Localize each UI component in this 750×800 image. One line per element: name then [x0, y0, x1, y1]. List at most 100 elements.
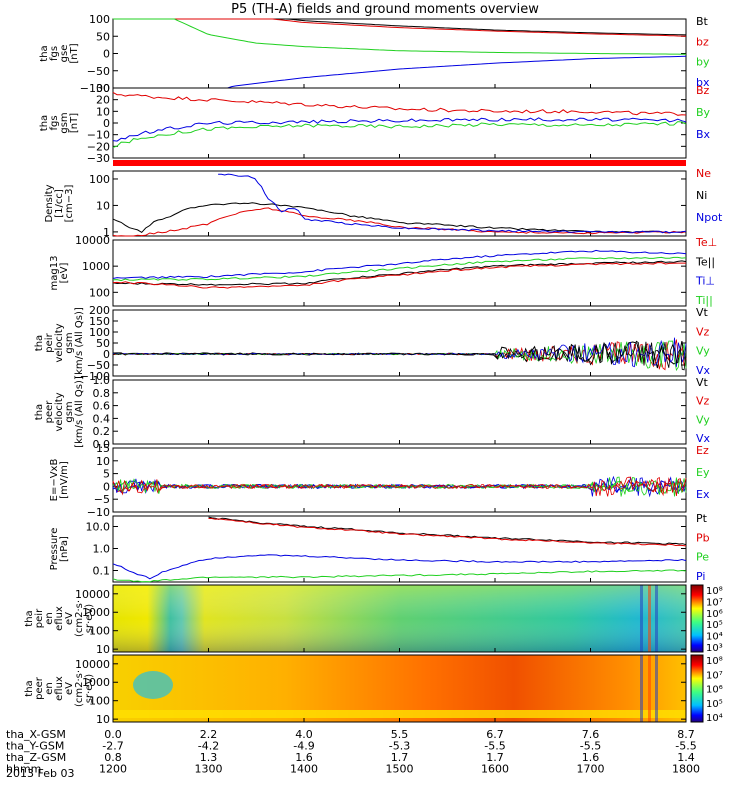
ephemeris-value: 1700: [577, 763, 605, 776]
y-axis-label: tha: [24, 610, 35, 626]
ephemeris-value: 1800: [672, 763, 700, 776]
y-tick-label: 10: [96, 105, 110, 118]
legend-te⊥: Te⊥: [695, 236, 717, 249]
y-tick-label: 15: [96, 442, 110, 455]
ephemeris-value: 1.3: [200, 751, 218, 764]
y-axis-label: peir: [44, 332, 55, 352]
ephemeris-table: tha_X-GSM 0.0 2.2 4.0 5.5 6.7 7.6 8.7 tha_Y-GSM -…: [6, 728, 700, 776]
y-tick-label: 100: [89, 625, 110, 638]
y-axis-label: fgs: [49, 46, 60, 61]
y-axis-label: tha: [34, 335, 45, 351]
y-tick-label: 100: [89, 286, 110, 299]
series-fgs-gse-bx: [113, 55, 687, 89]
colorbar-tick-label: 10⁵: [706, 699, 723, 710]
legend-te||: Te||: [695, 255, 715, 268]
ephemeris-value: 1.4: [677, 751, 695, 764]
y-tick-label: 30: [96, 82, 110, 95]
panel-peer-velocity: 1.00.80.60.40.20.0 tha peer velocity gsm [km/…: [34, 374, 711, 451]
y-tick-label: 50: [96, 30, 110, 43]
y-tick-label: −10: [87, 506, 110, 519]
y-axis-label: en: [44, 612, 55, 625]
legend-bx: bx: [696, 76, 710, 89]
spectrogram-shading: [113, 585, 686, 652]
spectrogram-streak: [648, 655, 651, 722]
axis-frame-peir-velocity: [112, 309, 687, 377]
y-tick-label: 0: [103, 117, 110, 130]
y-tick-label: 0.6: [93, 400, 111, 413]
spectrogram-streak: [640, 585, 643, 652]
y-tick-label: 5: [103, 468, 110, 481]
ephemeris-value: -4.2: [198, 740, 219, 753]
ephemeris-value: 1500: [386, 763, 414, 776]
legend-ez: Ez: [696, 444, 709, 457]
y-axis-label: Pressure: [49, 528, 60, 571]
legend-ex: Ex: [696, 488, 710, 501]
legend-by: by: [696, 56, 710, 69]
y-axis-label: gsm: [59, 112, 70, 133]
series-temperature-ti||: [112, 256, 687, 282]
series-temperature-te⊥: [112, 262, 686, 289]
panel-density: 100 10 1 Density [1/cc] [cm−3] Ne Ni Npot: [44, 167, 723, 239]
date-label: 2013 Feb 03: [6, 767, 74, 780]
y-tick-label: 0.0: [93, 438, 111, 451]
series-trace: [112, 340, 687, 372]
series-trace: [112, 476, 687, 497]
y-tick-label: 0.4: [93, 412, 111, 425]
legend-pb: Pb: [696, 531, 710, 544]
axis-frame-peer-velocity: [112, 379, 687, 445]
spectrogram-band: [113, 710, 686, 718]
series-fgs-gsm-bz: [112, 91, 687, 116]
legend-vt: Vt: [696, 306, 709, 319]
y-axis-label: en: [44, 682, 55, 695]
spectrogram-streak: [655, 655, 658, 722]
legend-pe: Pe: [696, 551, 709, 564]
ephemeris-value: 4.0: [295, 728, 313, 741]
axis-frame-temperature: [112, 239, 687, 307]
y-axis-label: E=−VxB: [49, 459, 60, 502]
y-tick-label: 1000: [82, 676, 110, 689]
series-fgs-gse-bz: [113, 18, 687, 37]
y-tick-label: 1000: [82, 260, 110, 273]
colorbar-tick-label: 10⁴: [706, 632, 723, 643]
spectrogram-feature: [133, 671, 173, 699]
legend-vx: Vx: [696, 364, 711, 377]
y-axis-label: [nT]: [69, 43, 80, 63]
legend-bt: Bt: [696, 15, 709, 28]
y-axis-label: peer: [34, 676, 45, 700]
y-tick-label: 100: [89, 13, 110, 26]
y-axis-label: tha: [24, 680, 35, 696]
spectrogram-streak: [648, 585, 651, 652]
y-tick-label: 1: [103, 226, 110, 239]
ephemeris-value: -5.3: [389, 740, 410, 753]
y-axis-label: [nT]: [69, 113, 80, 133]
y-tick-label: 0: [103, 48, 110, 61]
y-tick-label: 20: [96, 94, 110, 107]
ephemeris-value: 8.7: [677, 728, 695, 741]
y-axis-label: tha: [39, 45, 50, 61]
series-density-ne: [112, 207, 687, 237]
ephemeris-label: tha_Y-GSM: [6, 740, 64, 753]
y-axis-label: [eV]: [59, 263, 70, 284]
legend-npot: Npot: [696, 211, 723, 224]
y-axis-label: (cm2·s·: [74, 600, 85, 637]
ephemeris-value: 1.6: [582, 751, 600, 764]
y-axis-label: eflux: [54, 676, 65, 701]
y-tick-label: 50: [96, 337, 110, 350]
y-tick-label: 100: [89, 173, 110, 186]
y-tick-label: 10000: [75, 658, 110, 671]
colorbar-peer-spec: [690, 654, 704, 723]
y-axis-label: Density: [44, 184, 55, 222]
series-pressure-pt: [208, 516, 687, 546]
legend-ey: Ey: [696, 466, 710, 479]
spectrogram-streak: [640, 655, 643, 722]
colorbar-tick-label: 10⁷: [706, 670, 723, 681]
ephemeris-value: 1400: [290, 763, 318, 776]
y-axis-label: [km/s (All Qs)]: [74, 376, 85, 448]
ephemeris-value: 1.6: [295, 751, 313, 764]
legend-ti||: Ti||: [695, 294, 713, 307]
y-axis-label: (cm2·s·: [74, 670, 85, 707]
